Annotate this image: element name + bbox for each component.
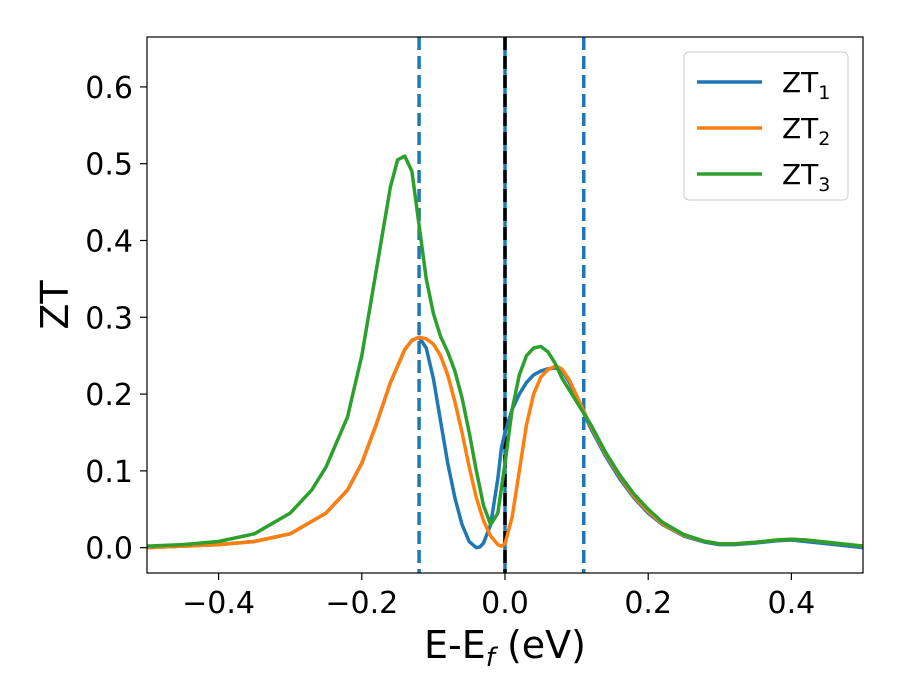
y-tick-label: 0.0 xyxy=(85,532,133,567)
x-axis-label: E-Ef (eV) xyxy=(424,623,586,673)
legend-label-2: ZT2 xyxy=(782,112,830,150)
x-tick-label: −0.2 xyxy=(325,586,398,621)
x-tick-label: 0.2 xyxy=(624,586,672,621)
x-tick-label: 0.4 xyxy=(768,586,816,621)
data-series xyxy=(147,154,863,550)
y-tick-label: 0.4 xyxy=(85,224,133,259)
x-tick-label: 0.0 xyxy=(481,586,529,621)
x-axis: −0.4 −0.2 0.0 0.2 0.4 xyxy=(182,573,815,621)
y-tick-label: 0.1 xyxy=(85,455,133,490)
y-tick-label: 0.2 xyxy=(85,378,133,413)
y-tick-label: 0.3 xyxy=(85,301,133,336)
legend-label-1: ZT1 xyxy=(782,66,830,104)
y-axis-label: ZT xyxy=(33,280,77,330)
y-axis: 0.0 0.1 0.2 0.3 0.4 0.5 0.6 xyxy=(85,71,147,567)
legend-box xyxy=(683,51,849,201)
series-line-3 xyxy=(147,154,863,548)
y-tick-label: 0.5 xyxy=(85,148,133,183)
legend: ZT1 ZT2 ZT3 xyxy=(683,51,849,201)
y-tick-label: 0.6 xyxy=(85,71,133,106)
reference-lines xyxy=(417,37,586,573)
legend-label-3: ZT3 xyxy=(782,158,830,196)
x-tick-label: −0.4 xyxy=(182,586,255,621)
